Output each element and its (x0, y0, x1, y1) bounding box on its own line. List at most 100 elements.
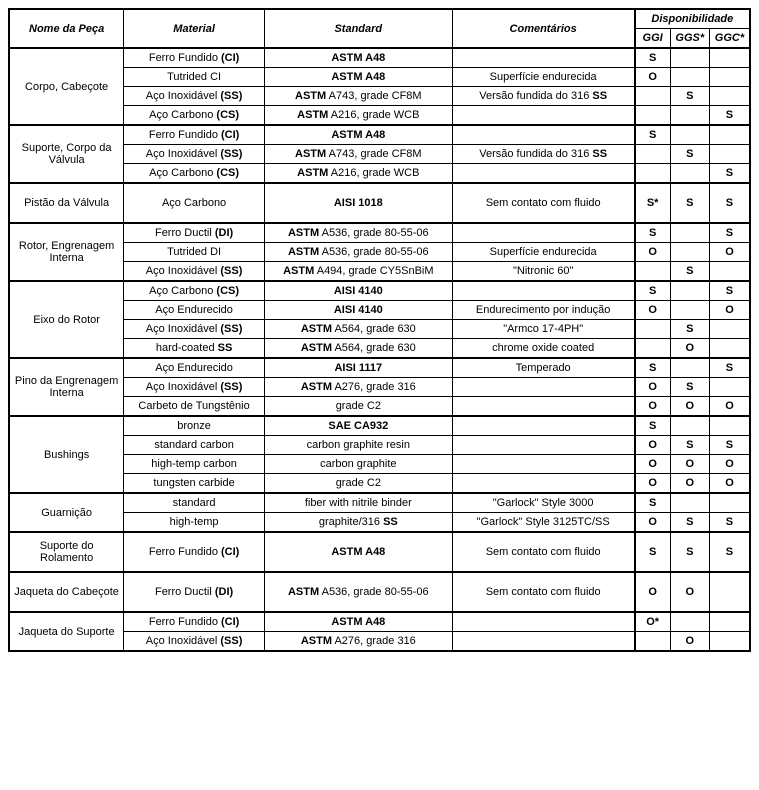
table-header: Nome da Peça Material Standard Comentári… (9, 9, 750, 48)
comments-cell: "Garlock" Style 3000 (452, 493, 634, 513)
comments-cell: Superfície endurecida (452, 243, 634, 262)
table-row: Eixo do RotorAço Carbono (CS)AISI 4140SS (9, 281, 750, 301)
standard-cell: ASTM A48 (264, 68, 452, 87)
ggi-cell (635, 145, 670, 164)
ggi-cell (635, 339, 670, 359)
ggc-cell: S (709, 513, 750, 533)
standard-cell: ASTM A743, grade CF8M (264, 145, 452, 164)
header-comentarios: Comentários (452, 9, 634, 48)
material-cell: Ferro Ductil (DI) (124, 572, 265, 612)
material-cell: Aço Carbono (CS) (124, 164, 265, 184)
ggi-cell: S (635, 532, 670, 572)
ggc-cell: S (709, 532, 750, 572)
ggc-cell: O (709, 474, 750, 494)
comments-cell: Sem contato com fluido (452, 572, 634, 612)
comments-cell (452, 106, 634, 126)
standard-cell: graphite/316 SS (264, 513, 452, 533)
part-name-cell: Bushings (9, 416, 124, 493)
comments-cell: Versão fundida do 316 SS (452, 87, 634, 106)
standard-cell: ASTM A536, grade 80-55-06 (264, 572, 452, 612)
material-cell: tungsten carbide (124, 474, 265, 494)
comments-cell: Versão fundida do 316 SS (452, 145, 634, 164)
ggs-cell: S (670, 183, 709, 223)
ggc-cell (709, 339, 750, 359)
table-row: Rotor, Engrenagem InternaFerro Ductil (D… (9, 223, 750, 243)
part-name-cell: Pistão da Válvula (9, 183, 124, 223)
standard-cell: ASTM A216, grade WCB (264, 164, 452, 184)
standard-cell: ASTM A48 (264, 48, 452, 68)
comments-cell: Sem contato com fluido (452, 532, 634, 572)
comments-cell (452, 416, 634, 436)
material-cell: Aço Inoxidável (SS) (124, 87, 265, 106)
material-cell: Carbeto de Tungstênio (124, 397, 265, 417)
ggs-cell: S (670, 320, 709, 339)
ggc-cell (709, 612, 750, 632)
part-name-cell: Suporte, Corpo da Válvula (9, 125, 124, 183)
comments-cell (452, 378, 634, 397)
ggs-cell (670, 48, 709, 68)
ggc-cell (709, 378, 750, 397)
ggi-cell: O (635, 68, 670, 87)
ggi-cell: S (635, 358, 670, 378)
standard-cell: grade C2 (264, 474, 452, 494)
part-name-cell: Corpo, Cabeçote (9, 48, 124, 125)
ggs-cell (670, 301, 709, 320)
ggc-cell: S (709, 106, 750, 126)
ggi-cell: S* (635, 183, 670, 223)
part-name-cell: Jaqueta do Cabeçote (9, 572, 124, 612)
comments-cell (452, 48, 634, 68)
material-cell: Tutrided DI (124, 243, 265, 262)
ggi-cell: S (635, 416, 670, 436)
comments-cell (452, 397, 634, 417)
ggc-cell (709, 87, 750, 106)
standard-cell: ASTM A536, grade 80-55-06 (264, 243, 452, 262)
ggs-cell: S (670, 532, 709, 572)
comments-cell (452, 612, 634, 632)
table-row: Pistão da VálvulaAço CarbonoAISI 1018Sem… (9, 183, 750, 223)
table-row: Jaqueta do SuporteFerro Fundido (CI)ASTM… (9, 612, 750, 632)
comments-cell: Endurecimento por indução (452, 301, 634, 320)
ggi-cell: S (635, 281, 670, 301)
ggc-cell: O (709, 243, 750, 262)
material-cell: Aço Endurecido (124, 301, 265, 320)
table-row: Suporte, Corpo da VálvulaFerro Fundido (… (9, 125, 750, 145)
ggs-cell: O (670, 455, 709, 474)
material-cell: high-temp (124, 513, 265, 533)
comments-cell: Temperado (452, 358, 634, 378)
standard-cell: SAE CA932 (264, 416, 452, 436)
comments-cell: "Nitronic 60" (452, 262, 634, 282)
ggi-cell: O (635, 243, 670, 262)
ggc-cell: S (709, 223, 750, 243)
standard-cell: ASTM A536, grade 80-55-06 (264, 223, 452, 243)
ggc-cell: O (709, 455, 750, 474)
ggs-cell (670, 68, 709, 87)
ggc-cell (709, 572, 750, 612)
ggi-cell: O (635, 378, 670, 397)
table-row: Guarniçãostandardfiber with nitrile bind… (9, 493, 750, 513)
ggs-cell (670, 125, 709, 145)
table-row: BushingsbronzeSAE CA932S (9, 416, 750, 436)
standard-cell: carbon graphite (264, 455, 452, 474)
table-row: Suporte do RolamentoFerro Fundido (CI)AS… (9, 532, 750, 572)
material-cell: Aço Carbono (124, 183, 265, 223)
comments-cell: Sem contato com fluido (452, 183, 634, 223)
ggs-cell: S (670, 145, 709, 164)
material-cell: high-temp carbon (124, 455, 265, 474)
part-name-cell: Guarnição (9, 493, 124, 532)
comments-cell: "Armco 17-4PH" (452, 320, 634, 339)
ggs-cell (670, 416, 709, 436)
ggc-cell (709, 145, 750, 164)
ggs-cell (670, 281, 709, 301)
ggc-cell (709, 48, 750, 68)
header-ggi: GGI (635, 29, 670, 49)
ggs-cell (670, 223, 709, 243)
ggs-cell (670, 243, 709, 262)
material-cell: Ferro Ductil (DI) (124, 223, 265, 243)
material-cell: Aço Inoxidável (SS) (124, 632, 265, 652)
ggs-cell: S (670, 513, 709, 533)
part-name-cell: Pino da Engrenagem Interna (9, 358, 124, 416)
standard-cell: ASTM A276, grade 316 (264, 378, 452, 397)
standard-cell: AISI 4140 (264, 301, 452, 320)
comments-cell: Superfície endurecida (452, 68, 634, 87)
material-cell: Ferro Fundido (CI) (124, 125, 265, 145)
